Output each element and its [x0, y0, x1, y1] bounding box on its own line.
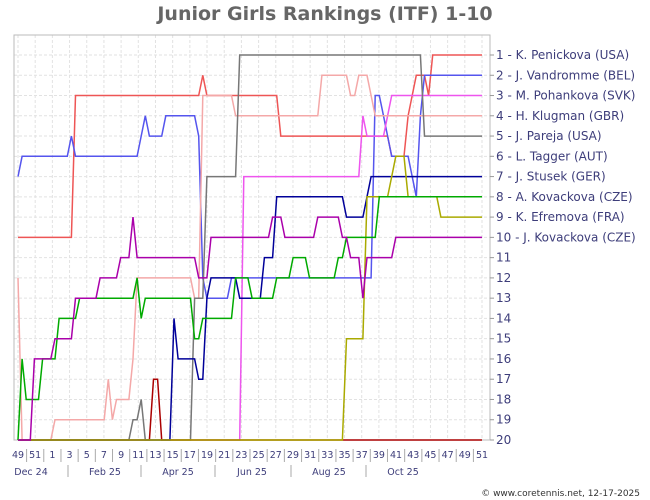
ytick-label: 13 [496, 291, 511, 305]
ytick-label: 6 - L. Tagger (AUT) [496, 149, 608, 163]
ytick-label: 14 [496, 311, 511, 325]
ytick-label: 11 [496, 251, 511, 265]
xtick-label: 49 [459, 450, 471, 461]
series-line-3 [18, 94, 482, 441]
ytick-label: 19 [496, 413, 511, 427]
xtick-label: 7 [101, 450, 107, 461]
ytick-label: 16 [496, 352, 511, 366]
xtick-label: 23 [235, 450, 247, 461]
xtick-label: 17 [184, 450, 196, 461]
month-label: Feb 25 [89, 467, 121, 478]
xtick-label: 31 [304, 450, 316, 461]
series-line-1 [18, 54, 482, 239]
xtick-label: 51 [476, 450, 488, 461]
ytick-label: 20 [496, 433, 511, 447]
ytick-label: 3 - M. Pohankova (SVK) [496, 89, 635, 103]
series-line-7 [18, 175, 482, 441]
ytick-label: 9 - K. Efremova (FRA) [496, 210, 625, 224]
xtick-label: 27 [270, 450, 282, 461]
chart-title: Junior Girls Rankings (ITF) 1-10 [155, 3, 492, 25]
xtick-label: 35 [338, 450, 350, 461]
xtick-label: 25 [253, 450, 265, 461]
xtick-label: 5 [84, 450, 90, 461]
month-label: Aug 25 [312, 467, 346, 478]
series-line-8 [18, 155, 482, 441]
ytick-label: 12 [496, 271, 511, 285]
xtick-label: 49 [12, 450, 24, 461]
ytick-label: 4 - H. Klugman (GBR) [496, 109, 624, 123]
xtick-label: 33 [321, 450, 333, 461]
series-line-5 [18, 54, 482, 441]
xtick-label: 45 [424, 450, 436, 461]
ytick-label: 1 - K. Penickova (USA) [496, 48, 629, 62]
xtick-label: 19 [201, 450, 213, 461]
xtick-label: 13 [149, 450, 161, 461]
xtick-label: 1 [49, 450, 55, 461]
series-line-10 [18, 216, 482, 441]
xtick-label: 39 [373, 450, 385, 461]
xtick-label: 3 [67, 450, 73, 461]
series-line-4 [17, 74, 482, 441]
ytick-label: 10 - J. Kovackova (CZE) [496, 230, 636, 244]
month-label: Oct 25 [387, 467, 419, 478]
month-label: Jun 25 [236, 467, 267, 478]
ytick-label: 17 [496, 372, 511, 386]
xtick-label: 15 [167, 450, 179, 461]
xtick-label: 43 [407, 450, 419, 461]
footer-copyright: © www.coretennis.net, 12-17-2025 [481, 489, 640, 499]
ytick-label: 7 - J. Stusek (GER) [496, 170, 606, 184]
ytick-label: 18 [496, 392, 511, 406]
ytick-label: 8 - A. Kovackova (CZE) [496, 190, 633, 204]
series-line-2 [17, 74, 482, 299]
xtick-label: 51 [29, 450, 41, 461]
ytick-label: 5 - J. Pareja (USA) [496, 129, 602, 143]
xtick-label: 9 [118, 450, 124, 461]
xtick-label: 41 [390, 450, 402, 461]
xtick-label: 29 [287, 450, 299, 461]
series-line-6 [18, 378, 482, 441]
xtick-label: 47 [442, 450, 454, 461]
ytick-label: 2 - J. Vandromme (BEL) [496, 68, 635, 82]
ytick-label: 15 [496, 332, 511, 346]
xtick-label: 37 [356, 450, 368, 461]
xtick-label: 11 [132, 450, 144, 461]
month-label: Dec 24 [14, 467, 48, 478]
xtick-label: 21 [218, 450, 230, 461]
month-label: Apr 25 [162, 467, 194, 478]
